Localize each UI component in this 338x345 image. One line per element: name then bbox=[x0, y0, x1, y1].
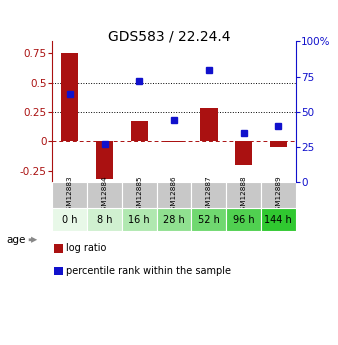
Bar bbox=[226, 208, 261, 231]
Text: percentile rank within the sample: percentile rank within the sample bbox=[66, 266, 231, 276]
Bar bbox=[61, 53, 78, 141]
Bar bbox=[52, 183, 87, 208]
Text: 16 h: 16 h bbox=[128, 215, 150, 225]
Text: GSM12888: GSM12888 bbox=[241, 176, 247, 215]
Bar bbox=[191, 208, 226, 231]
Bar bbox=[122, 183, 157, 208]
Bar bbox=[165, 141, 183, 142]
Text: GSM12886: GSM12886 bbox=[171, 176, 177, 215]
Bar bbox=[87, 183, 122, 208]
Text: 0 h: 0 h bbox=[62, 215, 77, 225]
Bar bbox=[270, 141, 287, 147]
Bar bbox=[87, 208, 122, 231]
Bar bbox=[226, 183, 261, 208]
Bar bbox=[261, 208, 296, 231]
Text: 28 h: 28 h bbox=[163, 215, 185, 225]
Text: GSM12884: GSM12884 bbox=[101, 176, 107, 215]
Text: GSM12883: GSM12883 bbox=[67, 176, 73, 215]
Bar bbox=[96, 141, 113, 179]
Bar bbox=[261, 183, 296, 208]
Bar bbox=[235, 141, 252, 165]
Text: GSM12889: GSM12889 bbox=[275, 176, 281, 215]
Text: GSM12885: GSM12885 bbox=[136, 176, 142, 215]
Bar bbox=[191, 183, 226, 208]
Bar bbox=[200, 108, 218, 141]
Bar bbox=[122, 208, 157, 231]
Bar bbox=[157, 183, 191, 208]
Bar bbox=[52, 208, 87, 231]
Text: GSM12887: GSM12887 bbox=[206, 176, 212, 215]
Text: 96 h: 96 h bbox=[233, 215, 255, 225]
Text: 8 h: 8 h bbox=[97, 215, 112, 225]
Text: 52 h: 52 h bbox=[198, 215, 220, 225]
Bar bbox=[157, 208, 191, 231]
Text: 144 h: 144 h bbox=[265, 215, 292, 225]
Bar bbox=[130, 121, 148, 141]
Text: age: age bbox=[7, 235, 26, 245]
Text: log ratio: log ratio bbox=[66, 244, 106, 253]
Text: GDS583 / 22.24.4: GDS583 / 22.24.4 bbox=[108, 29, 230, 43]
